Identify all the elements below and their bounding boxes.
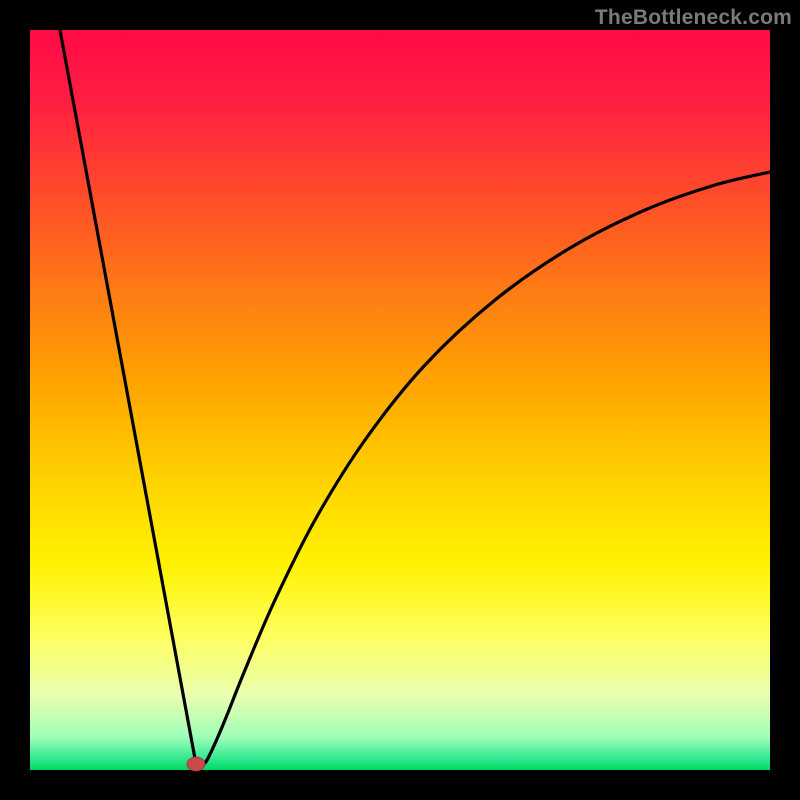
chart-container: TheBottleneck.com [0,0,800,800]
bottleneck-curve [60,30,770,765]
curve-layer [0,0,800,800]
watermark-text: TheBottleneck.com [595,6,792,30]
minimum-marker [187,757,205,771]
